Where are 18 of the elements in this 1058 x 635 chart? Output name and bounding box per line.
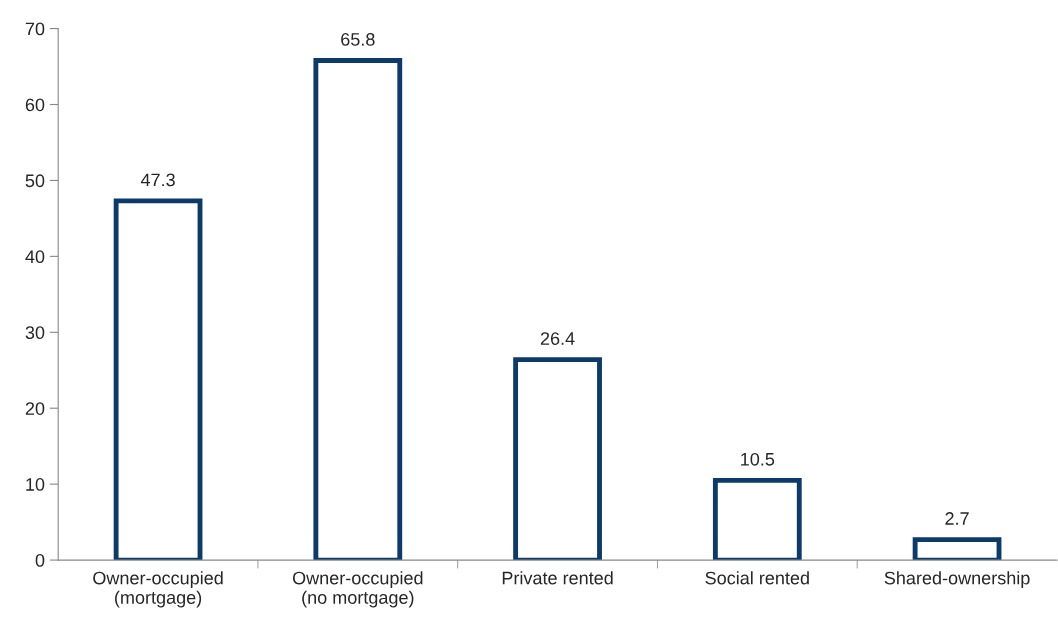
data-label: 2.7 (945, 512, 969, 525)
x-tick-label: Shared-ownership (884, 571, 1030, 589)
y-tick-label: 40 (25, 250, 45, 264)
data-label: 10.5 (741, 452, 775, 466)
data-label: 47.3 (140, 173, 175, 187)
x-tick-label: Private rented (502, 571, 613, 585)
y-tick-label: 70 (25, 22, 45, 36)
x-tick-label: Owner-occupied (mortgage) (93, 571, 223, 608)
y-tick-label: 50 (25, 174, 45, 188)
y-tick-label: 0 (35, 554, 45, 567)
y-tick-label: 20 (25, 402, 45, 415)
x-tick-label: Social rented (705, 571, 809, 585)
x-tick-label: Owner-occupied (no mortgage) (292, 571, 423, 608)
y-tick-label: 30 (25, 326, 45, 340)
data-label: 65.8 (341, 33, 375, 46)
y-tick-label: 10 (26, 478, 45, 491)
y-tick-label: 60 (25, 98, 45, 112)
data-label: 26.4 (540, 332, 575, 345)
